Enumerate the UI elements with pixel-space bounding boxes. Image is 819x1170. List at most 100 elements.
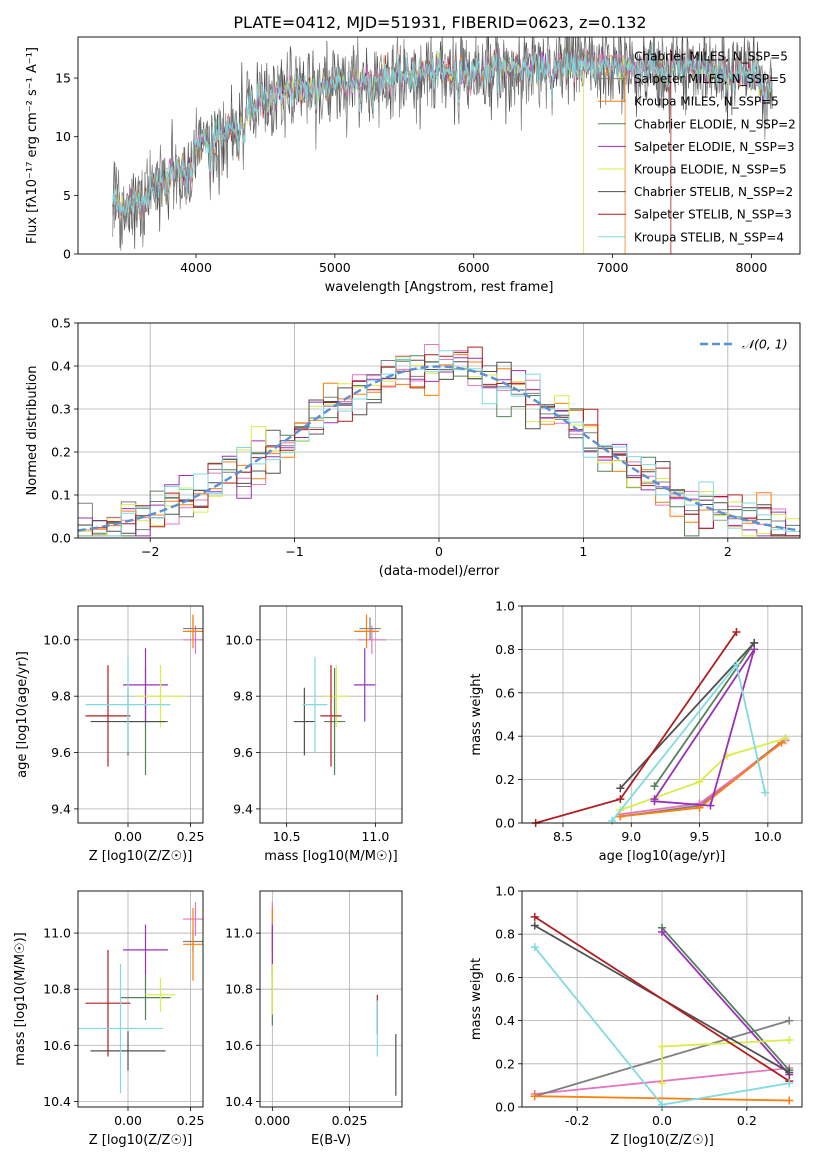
y-tick-label: 0.3: [51, 402, 71, 417]
axes-frame: [259, 605, 403, 824]
y-tick-label: 0: [63, 247, 71, 262]
weight-marker: [616, 795, 625, 804]
y-axis-label: mass [log10(M/M☉)]: [13, 932, 28, 1065]
weight-marker: [658, 928, 666, 937]
y-tick-label: 10.4: [225, 1094, 253, 1109]
y-axis-label: Flux [fλ10⁻¹⁷ erg cm⁻² s⁻¹ A⁻¹]: [25, 47, 40, 244]
age-vs-mass-panel: 10.5 11.0 9.4 9.6 9.8 10.0 mass [log10(M/M☉)]: [225, 605, 403, 864]
y-tick-label: 15: [55, 71, 71, 86]
weight-marker: [732, 628, 741, 637]
y-tick-label: 10: [55, 129, 71, 144]
weight-marker: [732, 660, 741, 669]
age-vs-metallicity-panel: 0.00 0.25 9.4 9.6 9.8 10.0 Z [log10(Z/Z☉)] age …: [15, 605, 205, 864]
x-tick-label: 0.2: [737, 1113, 757, 1128]
axes-frame: [259, 890, 403, 1108]
y-tick-label: 9.6: [233, 745, 253, 760]
y-axis-label: mass weight: [469, 673, 484, 755]
axes-frame: [77, 36, 801, 255]
x-tick-label: 0.025: [332, 1113, 368, 1128]
y-tick-label: 10.6: [43, 1038, 71, 1053]
weight-marker: [650, 782, 659, 791]
legend-entry: Chabrier STELIB, N_SSP=2: [634, 185, 793, 199]
y-tick-label: 0.6: [495, 970, 515, 985]
x-tick-label: 9.5: [690, 829, 710, 844]
y-tick-label: 10.0: [225, 632, 253, 647]
weight-line-kroupa-stelib: [611, 662, 766, 822]
y-tick-label: 10.8: [225, 982, 253, 997]
y-tick-label: 0.4: [495, 1013, 515, 1028]
y-tick-label: 10.4: [43, 1094, 71, 1109]
x-tick-label: 0.00: [114, 1113, 142, 1128]
y-tick-label: 0.8: [495, 927, 515, 942]
y-tick-label: 9.4: [51, 801, 71, 816]
legend-entry: Kroupa MILES, N_SSP=5: [634, 95, 779, 109]
mass-vs-ebv-panel: 0.000 0.025 10.4 10.6 10.8 11.0 E(B-V): [225, 890, 403, 1148]
axes-frame: [77, 605, 204, 824]
x-tick-label: 8000: [735, 260, 767, 275]
y-axis-label: Normed distribution: [25, 366, 40, 496]
weight-marker: [761, 788, 770, 797]
residuals-panel: −2 −1 0 1 2 0.0 0.1 0.2 0.3 0.4 0.5 (data-model)/er…: [25, 316, 801, 579]
x-tick-label: 4000: [180, 260, 212, 275]
figure-title: PLATE=0412, MJD=51931, FIBERID=0623, z=0…: [233, 13, 646, 32]
x-tick-label: 0.0: [652, 1113, 672, 1128]
y-tick-label: 0.0: [495, 816, 515, 831]
x-axis-label: mass [log10(M/M☉)]: [264, 849, 397, 864]
weight-marker: [706, 801, 715, 810]
weight-line-salpeter-stelib: [535, 631, 738, 823]
histogram-chabrier-stelib: [78, 359, 800, 537]
x-axis-label: age [log10(age/yr)]: [599, 849, 726, 864]
axes-frame: [521, 605, 803, 824]
weight-line-salpeter-elodie: [661, 931, 790, 1076]
legend-entry: Salpeter MILES, N_SSP=5: [634, 72, 787, 86]
axes-frame: [77, 890, 204, 1108]
y-tick-label: 0.0: [495, 1100, 515, 1115]
x-axis-label: Z [log10(Z/Z☉)]: [89, 849, 193, 864]
weight-marker: [616, 784, 625, 793]
y-tick-label: 9.8: [233, 689, 253, 704]
y-tick-label: 0.2: [495, 772, 515, 787]
y-tick-label: 1.0: [495, 884, 515, 899]
weight-marker: [658, 1042, 666, 1051]
y-tick-label: 10.8: [43, 982, 71, 997]
y-tick-label: 0.0: [51, 531, 71, 546]
weight-line-kroupa-elodie: [619, 737, 786, 811]
weight-marker: [658, 1100, 666, 1109]
x-tick-label: 2: [724, 544, 732, 559]
weight-marker: [530, 943, 539, 952]
y-tick-label: 10.6: [225, 1038, 253, 1053]
spectrum-series-salpeter-miles: [112, 37, 773, 251]
legend-entry: 𝒩(0, 1): [742, 337, 788, 352]
weight-marker: [608, 816, 617, 825]
spectrum-series-chabrier-stelib: [112, 37, 773, 249]
x-tick-label: 1: [579, 544, 587, 559]
y-axis-label: age [log10(age/yr)]: [15, 651, 30, 778]
weight-marker: [658, 1079, 666, 1088]
y-tick-label: 5: [63, 188, 71, 203]
y-tick-label: 9.4: [233, 801, 253, 816]
legend-entry: Chabrier ELODIE, N_SSP=2: [634, 117, 796, 131]
legend-entry: Kroupa STELIB, N_SSP=4: [634, 230, 784, 244]
weight-line-salpeter-elodie: [653, 648, 756, 807]
weight-line-chabrier-elodie: [661, 927, 790, 1071]
weight-marker: [530, 912, 539, 921]
y-tick-label: 0.4: [495, 729, 515, 744]
y-tick-label: 0.4: [51, 359, 71, 374]
y-tick-label: 0.5: [51, 316, 71, 331]
weight-marker: [695, 777, 704, 786]
x-tick-label: -0.2: [565, 1113, 589, 1128]
x-tick-label: 6000: [458, 260, 490, 275]
y-tick-label: 0.8: [495, 642, 515, 657]
axes-frame: [521, 890, 803, 1108]
weight-marker: [785, 1036, 794, 1045]
y-tick-label: 9.8: [51, 689, 71, 704]
legend-entry: Salpeter STELIB, N_SSP=3: [634, 208, 792, 222]
x-tick-label: 5000: [319, 260, 351, 275]
x-tick-label: 10.0: [754, 829, 782, 844]
y-tick-label: 0.1: [51, 488, 71, 503]
x-tick-label: 0.25: [177, 829, 205, 844]
weight-marker: [530, 921, 539, 930]
y-axis-label: mass weight: [469, 958, 484, 1040]
x-tick-label: 0.000: [254, 1113, 290, 1128]
x-tick-label: −1: [285, 544, 303, 559]
